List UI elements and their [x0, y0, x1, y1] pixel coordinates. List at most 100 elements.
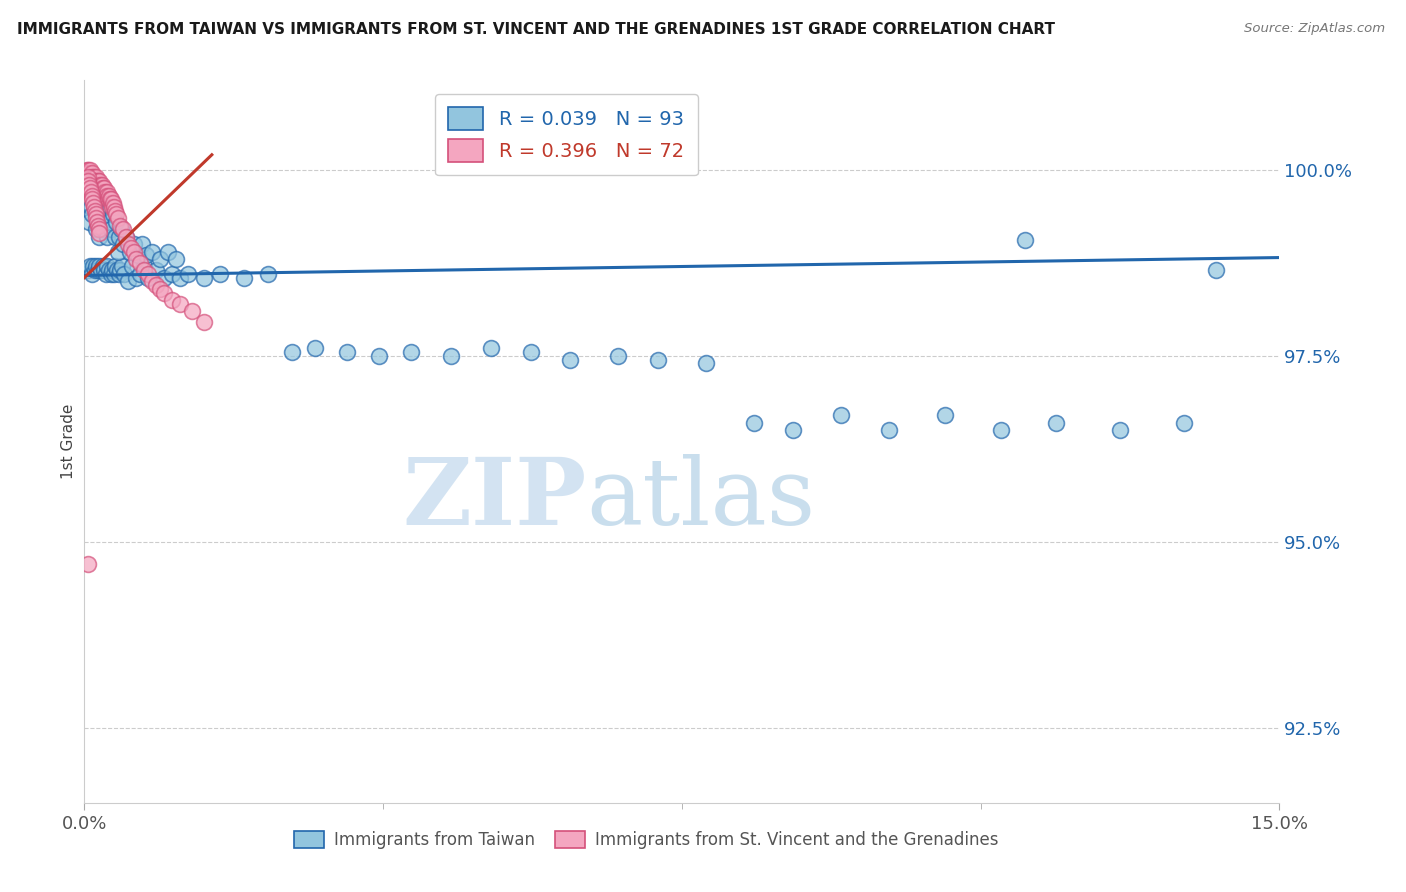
Point — [91, 260, 114, 274]
Point — [94, 185, 117, 199]
Point — [77, 178, 100, 192]
Point — [519, 345, 541, 359]
Point — [93, 185, 115, 199]
Point — [89, 215, 111, 229]
Point — [100, 193, 122, 207]
Point — [105, 263, 128, 277]
Point — [193, 315, 215, 329]
Point — [132, 263, 156, 277]
Point — [103, 267, 125, 281]
Point — [121, 260, 143, 274]
Point — [80, 166, 103, 180]
Point — [153, 270, 176, 285]
Point — [96, 260, 118, 274]
Point — [87, 222, 110, 236]
Point — [120, 241, 142, 255]
Point — [782, 423, 804, 437]
Point — [101, 200, 124, 214]
Point — [157, 244, 180, 259]
Point — [80, 185, 103, 199]
Point — [232, 270, 254, 285]
Point — [86, 174, 108, 188]
Point — [104, 260, 127, 274]
Point — [114, 229, 136, 244]
Point — [165, 252, 187, 266]
Point — [117, 274, 139, 288]
Point — [98, 263, 121, 277]
Point — [82, 170, 104, 185]
Point — [98, 193, 121, 207]
Point — [742, 416, 765, 430]
Point — [77, 558, 100, 572]
Point — [181, 304, 204, 318]
Point — [87, 178, 110, 192]
Point — [193, 270, 215, 285]
Point — [82, 260, 104, 274]
Point — [90, 263, 112, 277]
Point — [560, 352, 582, 367]
Point — [98, 188, 121, 202]
Point — [647, 352, 669, 367]
Point — [79, 260, 101, 274]
Point — [129, 256, 152, 270]
Point — [90, 178, 112, 192]
Point — [89, 178, 111, 192]
Point — [125, 252, 148, 266]
Y-axis label: 1st Grade: 1st Grade — [60, 404, 76, 479]
Point — [77, 263, 100, 277]
Point — [77, 166, 100, 180]
Point — [87, 229, 110, 244]
Point — [1109, 423, 1132, 437]
Point — [125, 270, 148, 285]
Point — [304, 342, 326, 356]
Legend: Immigrants from Taiwan, Immigrants from St. Vincent and the Grenadines: Immigrants from Taiwan, Immigrants from … — [287, 824, 1005, 856]
Point — [110, 222, 132, 236]
Point — [76, 170, 98, 185]
Point — [107, 267, 129, 281]
Point — [141, 274, 163, 288]
Point — [100, 267, 122, 281]
Point — [111, 237, 134, 252]
Point — [145, 278, 167, 293]
Point — [111, 222, 134, 236]
Point — [83, 170, 105, 185]
Point — [136, 270, 159, 285]
Point — [79, 181, 101, 195]
Point — [94, 188, 117, 202]
Point — [169, 297, 191, 311]
Point — [86, 215, 108, 229]
Point — [76, 166, 98, 180]
Point — [94, 267, 117, 281]
Point — [145, 263, 167, 277]
Point — [84, 207, 107, 221]
Point — [80, 200, 103, 214]
Point — [97, 193, 120, 207]
Point — [110, 219, 132, 233]
Point — [105, 215, 128, 229]
Point — [830, 409, 852, 423]
Point — [86, 178, 108, 192]
Point — [110, 263, 132, 277]
Point — [77, 174, 100, 188]
Point — [107, 211, 129, 225]
Point — [82, 207, 104, 221]
Point — [90, 200, 112, 214]
Point — [129, 267, 152, 281]
Point — [695, 356, 717, 370]
Point — [96, 185, 118, 199]
Point — [368, 349, 391, 363]
Point — [80, 188, 103, 202]
Point — [141, 244, 163, 259]
Text: IMMIGRANTS FROM TAIWAN VS IMMIGRANTS FROM ST. VINCENT AND THE GRENADINES 1ST GRA: IMMIGRANTS FROM TAIWAN VS IMMIGRANTS FRO… — [17, 22, 1054, 37]
Point — [1205, 263, 1227, 277]
Point — [104, 203, 127, 218]
Point — [94, 207, 117, 221]
Point — [96, 188, 118, 202]
Point — [934, 409, 956, 423]
Point — [83, 263, 105, 277]
Text: ZIP: ZIP — [402, 454, 586, 544]
Point — [103, 200, 125, 214]
Point — [82, 174, 104, 188]
Point — [104, 229, 127, 244]
Point — [160, 267, 183, 281]
